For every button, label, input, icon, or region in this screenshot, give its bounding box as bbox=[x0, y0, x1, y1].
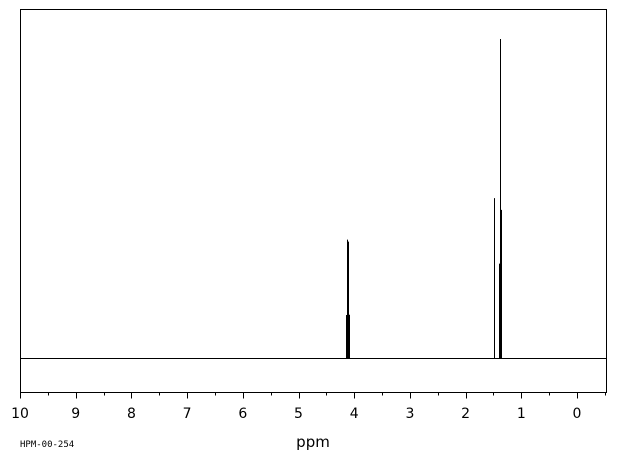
x-tick-label-4: 4 bbox=[350, 406, 359, 422]
x-tick-label-0: 0 bbox=[573, 406, 582, 422]
x-tick-label-8: 8 bbox=[127, 406, 136, 422]
x-tick-label-6: 6 bbox=[238, 406, 247, 422]
x-tick-label-9: 9 bbox=[71, 406, 80, 422]
x-tick-label-5: 5 bbox=[294, 406, 303, 422]
x-tick-label-3: 3 bbox=[405, 406, 414, 422]
x-axis-ticks: 10 9 8 7 6 5 4 3 2 1 0 bbox=[11, 392, 606, 422]
x-tick-label-2: 2 bbox=[461, 406, 470, 422]
x-tick-label-10: 10 bbox=[11, 406, 29, 422]
plot-frame bbox=[20, 9, 607, 393]
x-axis-title: ppm bbox=[296, 433, 330, 451]
x-tick-label-1: 1 bbox=[517, 406, 526, 422]
peaks-layer bbox=[346, 39, 502, 359]
x-tick-label-7: 7 bbox=[183, 406, 192, 422]
sample-code-label: HPM-00-254 bbox=[20, 440, 74, 450]
